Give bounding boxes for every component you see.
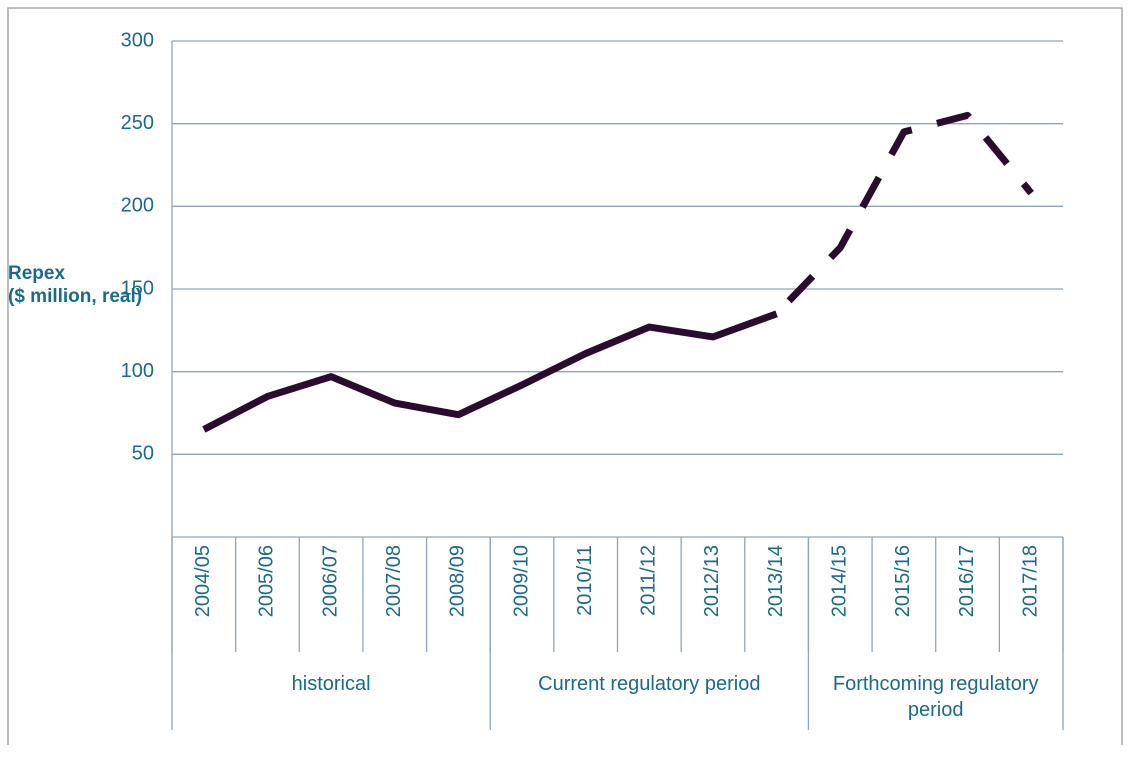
frame — [7, 7, 1123, 745]
y-axis-label: Repex ($ million, real) — [8, 263, 143, 307]
y-tick-label: 50 — [132, 443, 154, 465]
x-tick-label: 2013/14 — [765, 545, 787, 617]
y-tick-label: 100 — [121, 360, 154, 382]
y-tick-label: 150 — [121, 277, 154, 299]
x-tick-label: 2007/08 — [383, 545, 405, 617]
x-tick-label: 2014/15 — [829, 545, 851, 617]
x-tick-label: 2016/17 — [956, 545, 978, 617]
y-tick-label: 250 — [121, 112, 154, 134]
x-tick-label: 2012/13 — [701, 545, 723, 617]
x-tick-label: 2011/12 — [638, 545, 660, 616]
group-label: Forthcoming regulatory period — [832, 673, 1039, 721]
x-tick-label: 2017/18 — [1019, 545, 1041, 617]
x-tick-label: 2010/11 — [574, 545, 596, 616]
data-line — [202, 310, 778, 433]
y-tick-label: 300 — [121, 29, 154, 51]
y-tick-label: 200 — [121, 195, 154, 217]
x-tick-label: 2008/09 — [447, 545, 469, 617]
x-tick-label: 2004/05 — [192, 545, 214, 617]
x-tick-label: 2005/06 — [256, 545, 278, 617]
x-tick-label: 2009/10 — [510, 545, 532, 617]
x-tick-label: 2006/07 — [319, 545, 341, 617]
group-label: historical — [291, 673, 371, 695]
x-tick-label: 2015/16 — [892, 545, 914, 617]
group-label: Current regulatory period — [538, 673, 761, 695]
data-line — [774, 111, 1034, 317]
